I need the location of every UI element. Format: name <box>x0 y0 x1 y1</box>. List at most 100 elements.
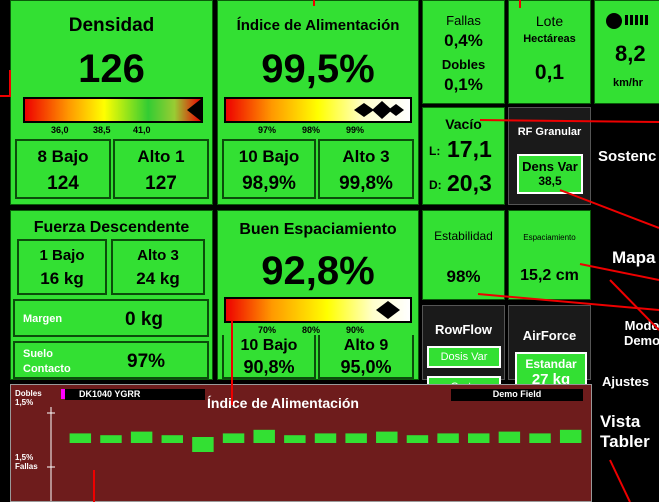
row-bar <box>69 433 92 443</box>
value: 0 kg <box>125 309 164 330</box>
densidad-panel[interactable]: Densidad 126 36,0 38,5 41,0 8 Bajo 124 Al… <box>10 0 213 205</box>
fuerza-panel[interactable]: Fuerza Descendente 1 Bajo 16 kg Alto 3 24 … <box>10 210 213 380</box>
value: 15,2 cm <box>520 267 579 284</box>
vacio-panel[interactable]: Vacío L: 17,1 D: 20,3 <box>422 107 505 205</box>
label: L: <box>429 144 441 158</box>
value: 27 kg <box>531 371 571 388</box>
label: 8 Bajo <box>37 147 89 166</box>
value: 95,0% <box>340 357 392 377</box>
label: Alto 1 <box>137 147 185 166</box>
label: Alto 9 <box>343 337 389 354</box>
menu-item[interactable]: Modo Demo <box>623 318 659 348</box>
value: 99,8% <box>339 173 393 194</box>
high-box[interactable]: Alto 3 99,8% <box>318 139 414 199</box>
label: Suelo Contacto <box>23 348 71 375</box>
airforce-panel[interactable]: AirForce Estandar 27 kg <box>508 305 591 398</box>
legend: DK1040 YGRR <box>65 389 205 400</box>
rowflow-panel[interactable]: RowFlow Dosis Var Corte <box>422 305 505 398</box>
row-bar <box>376 431 398 443</box>
unit: Hectáreas <box>523 33 576 45</box>
espaciamiento-panel[interactable]: Espaciamiento 15,2 cm <box>508 210 591 300</box>
value: 8,2 <box>615 41 646 66</box>
scale: 36,0 <box>51 125 69 135</box>
title: Índice de Alimentación <box>236 17 400 34</box>
label: Espaciamiento <box>523 233 576 242</box>
label: Vacío <box>445 116 482 132</box>
gauge <box>23 97 203 123</box>
margen-box[interactable]: Margen 0 kg <box>13 299 209 337</box>
value: 0,4% <box>444 31 483 50</box>
row-bar <box>529 433 551 443</box>
menu-item[interactable]: Ajustes <box>602 374 649 389</box>
menu-item[interactable]: Mapa <box>612 248 656 267</box>
label: 1 Bajo <box>39 247 85 264</box>
label: RowFlow <box>434 322 493 337</box>
label: Dobles <box>441 57 486 72</box>
menu-item[interactable]: Vista Tabler <box>600 412 650 451</box>
row-bar <box>559 429 582 443</box>
scale: 99% <box>346 125 365 135</box>
row-bar <box>192 437 214 452</box>
row-bar <box>161 435 183 443</box>
label: D: <box>429 178 442 192</box>
label: Dobles <box>15 389 42 398</box>
alimentacion-panel[interactable]: Índice de Alimentación 99,5% 97% 98% 99%… <box>217 0 419 205</box>
signal-icon <box>606 13 648 29</box>
field: Demo Field <box>451 389 583 401</box>
value: 17,1 <box>447 136 492 162</box>
title: Índice de Alimentación <box>207 395 359 411</box>
scale: 38,5 <box>93 125 111 135</box>
scale: 90% <box>346 325 365 335</box>
row-bar <box>100 435 122 443</box>
button[interactable]: Dosis Var <box>427 346 501 368</box>
high-box[interactable]: Alto 3 24 kg <box>111 239 205 295</box>
strip-chart[interactable]: Dobles 1,5% 1,5% Fallas DK1040 YGRR Índice… <box>10 384 592 502</box>
strip-plot <box>47 407 582 501</box>
suelo-box[interactable]: Suelo Contacto 97% <box>13 341 209 379</box>
high-box[interactable]: Alto 1 127 <box>113 139 209 199</box>
high-box[interactable]: Alto 9 95,0% <box>318 335 414 379</box>
label: AirForce <box>522 328 577 343</box>
label: Alto 3 <box>342 147 390 166</box>
lote-panel[interactable]: Lote Hectáreas 0,1 <box>508 0 591 104</box>
espaciamiento-bueno-panel[interactable]: Buen Espaciamiento 92,8% 70% 80% 90% 10 … <box>217 210 419 380</box>
label: 1,5% Fallas <box>15 453 38 471</box>
scale: 98% <box>302 125 321 135</box>
value: 20,3 <box>447 170 492 196</box>
title: Densidad <box>68 15 155 36</box>
velocidad-panel[interactable]: 8,2 km/hr <box>594 0 659 104</box>
low-box[interactable]: 8 Bajo 124 <box>15 139 111 199</box>
value: 16 kg <box>40 269 84 288</box>
unit: km/hr <box>613 77 643 89</box>
row-bar <box>253 429 275 443</box>
scale: 41,0 <box>133 125 151 135</box>
value: 24 kg <box>136 269 180 288</box>
low-box[interactable]: 1 Bajo 16 kg <box>17 239 107 295</box>
value: 98% <box>446 267 481 286</box>
fallas-panel[interactable]: Fallas 0,4% Dobles 0,1% <box>422 0 505 104</box>
label: Dobles 1,5% <box>15 389 42 407</box>
row-bar <box>437 433 459 443</box>
low-box[interactable]: 10 Bajo 98,9% <box>222 139 316 199</box>
value: 0,1% <box>444 75 483 94</box>
value: 98,9% <box>242 173 296 194</box>
label: Margen <box>23 313 63 325</box>
scale: 97% <box>258 125 277 135</box>
menu-item[interactable]: Sostenc <box>598 148 657 165</box>
row-bar <box>468 433 490 443</box>
row-bar <box>345 433 367 443</box>
row-bar <box>284 435 306 443</box>
dens-var-button[interactable]: Dens Var 38,5 <box>517 154 583 194</box>
value: 90,8% <box>243 357 295 377</box>
row-bar <box>314 433 337 443</box>
value: 124 <box>47 173 79 194</box>
estabilidad-panel[interactable]: Estabilidad 98% <box>422 210 505 300</box>
value: 99,5% <box>261 47 375 91</box>
low-box[interactable]: 10 Bajo 90,8% <box>222 335 316 379</box>
value: 126 <box>78 47 145 91</box>
gauge <box>224 297 412 323</box>
scale: 80% <box>302 325 321 335</box>
rf-granular-panel[interactable]: RF Granular Dens Var 38,5 <box>508 107 591 205</box>
value: 0,1 <box>534 61 565 84</box>
